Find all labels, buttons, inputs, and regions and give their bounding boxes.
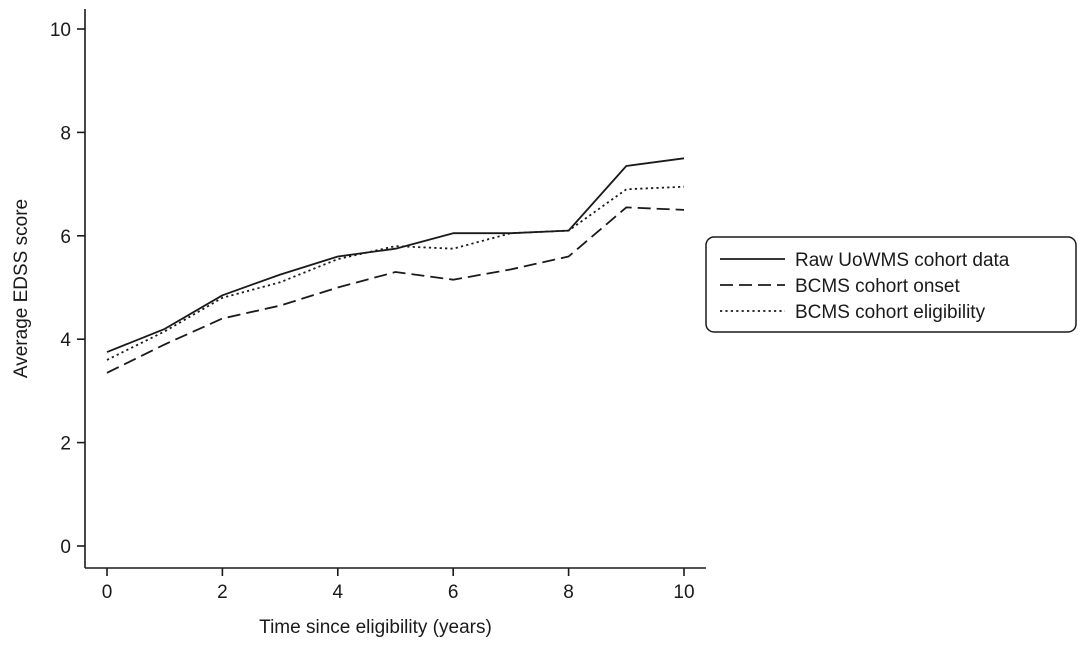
legend-label-2: BCMS cohort onset (795, 276, 960, 297)
series-line-2 (106, 206, 685, 374)
y-axis-title: Average EDSS score (11, 199, 32, 378)
y-tick-label: 0 (60, 537, 71, 558)
x-tick-label: 4 (333, 582, 344, 603)
y-tick-label: 10 (50, 20, 71, 41)
y-tick-label: 4 (60, 330, 71, 351)
x-tick-label: 2 (217, 582, 228, 603)
series-line-3 (106, 185, 685, 361)
x-tick-label: 6 (448, 582, 459, 603)
axes (84, 9, 706, 569)
x-tick-label: 0 (102, 582, 113, 603)
legend-box (705, 236, 1077, 333)
x-tick-label: 8 (563, 582, 574, 603)
y-ticks: 0 2 4 6 8 10 (50, 20, 85, 558)
x-ticks: 0 2 4 6 8 10 (102, 568, 695, 603)
x-tick-label: 10 (673, 582, 694, 603)
legend-label-1: Raw UoWMS cohort data (795, 250, 1010, 271)
x-axis-title: Time since eligibility (years) (259, 617, 492, 638)
legend: Raw UoWMS cohort data BCMS cohort onset BC… (705, 236, 1077, 333)
y-tick-label: 8 (60, 123, 71, 144)
legend-entries: Raw UoWMS cohort data BCMS cohort onset BC… (720, 250, 1010, 323)
y-tick-label: 6 (60, 227, 71, 248)
series-line-1 (106, 157, 685, 353)
legend-label-3: BCMS cohort eligibility (795, 302, 986, 323)
series-layer (106, 157, 685, 374)
y-tick-label: 2 (60, 434, 71, 455)
